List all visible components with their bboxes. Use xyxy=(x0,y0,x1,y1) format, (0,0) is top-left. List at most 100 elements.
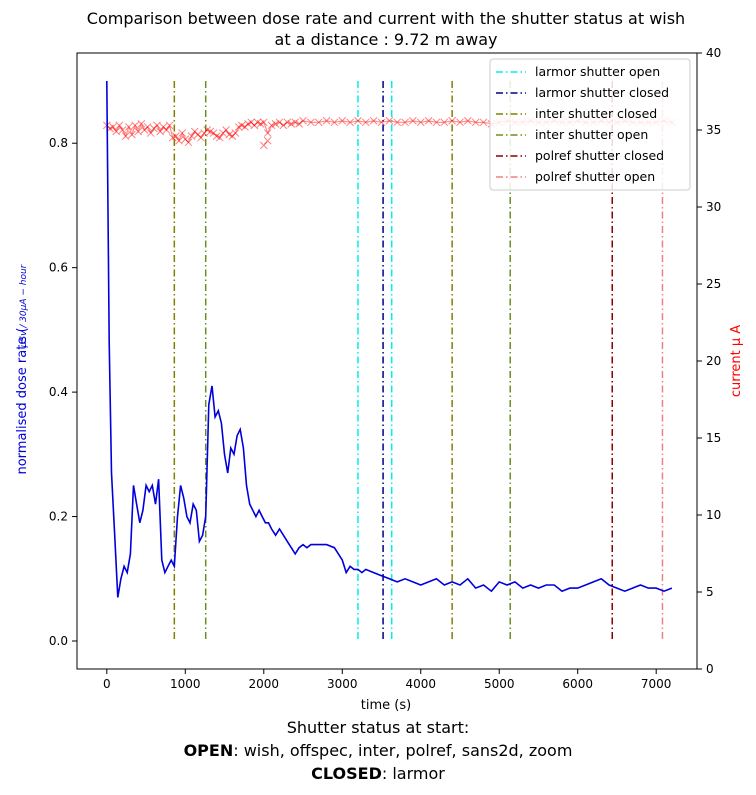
current-point-68 xyxy=(361,118,370,127)
ticks-layer: 0 1000 2000 3000 4000 5000 6000 7000 0.0 0.2 0.4 0.… xyxy=(49,46,721,691)
current-point-54 xyxy=(275,118,284,127)
current-point-81 xyxy=(463,116,472,125)
caption-open-label: OPEN xyxy=(183,741,234,760)
caption-open-list: : wish, offspec, inter, polref, sans2d, … xyxy=(233,741,573,760)
current-point-8 xyxy=(128,130,136,139)
current-point-71 xyxy=(385,116,394,125)
current-point-82 xyxy=(471,118,480,127)
current-point-36 xyxy=(215,133,224,142)
current-point-52 xyxy=(267,121,276,130)
x-tick-label-2000: 2000 xyxy=(249,677,280,691)
dose-series-line xyxy=(106,80,673,598)
current-point-69 xyxy=(369,116,378,125)
legend-label-0: larmor shutter open xyxy=(535,64,660,79)
current-point-10 xyxy=(134,127,143,136)
y-axis-right-label: current μ A xyxy=(729,325,744,397)
current-point-53 xyxy=(271,119,280,128)
current-point-66 xyxy=(346,118,354,127)
caption-open-line: OPEN: wish, offspec, inter, polref, sans… xyxy=(0,741,756,760)
y-axis-left-label: normalised dose rate ( μSv / 30μA − hour xyxy=(15,263,30,474)
current-point-38 xyxy=(222,126,230,134)
current-point-72 xyxy=(393,118,402,127)
current-point-22 xyxy=(172,132,180,141)
legend-label-2: inter shutter closed xyxy=(535,106,657,121)
current-point-70 xyxy=(377,118,386,127)
current-point-83 xyxy=(479,118,488,127)
y-right-tick-label-25: 25 xyxy=(706,277,721,291)
current-point-55 xyxy=(279,121,288,130)
current-point-109 xyxy=(263,136,272,145)
y-right-tick-label-0: 0 xyxy=(706,662,714,676)
chart-title-line2: at a distance : 9.72 m away xyxy=(275,30,498,49)
current-point-17 xyxy=(156,127,165,136)
y-left-tick-label-4: 0.8 xyxy=(49,136,68,150)
current-point-7 xyxy=(124,123,133,131)
current-point-59 xyxy=(295,119,303,128)
current-point-67 xyxy=(354,116,362,125)
legend: larmor shutter open larmor shutter closed… xyxy=(489,58,691,191)
y-axis-left-label-math: μSv / 30μA − hour xyxy=(19,263,29,348)
current-point-78 xyxy=(440,118,449,127)
x-tick-label-5000: 5000 xyxy=(484,677,515,691)
current-point-58 xyxy=(291,118,300,127)
current-point-6 xyxy=(121,132,130,141)
current-point-2 xyxy=(109,123,117,131)
current-point-24 xyxy=(178,129,187,137)
y-left-tick-label-3: 0.6 xyxy=(49,261,68,275)
current-point-65 xyxy=(338,116,347,125)
y-right-tick-label-5: 5 xyxy=(706,585,714,599)
current-point-41 xyxy=(231,129,240,137)
current-point-30 xyxy=(197,133,205,142)
caption-closed-line: CLOSED: larmor xyxy=(0,764,756,783)
current-point-56 xyxy=(283,118,292,127)
chart-title-line1: Comparison between dose rate and current… xyxy=(87,9,685,28)
current-point-79 xyxy=(448,116,456,125)
y-right-tick-label-30: 30 xyxy=(706,200,721,214)
current-point-50 xyxy=(259,118,268,127)
x-tick-label-0: 0 xyxy=(103,677,111,691)
caption-closed-label: CLOSED xyxy=(311,764,382,783)
x-axis-label: time (s) xyxy=(361,698,411,713)
current-point-14 xyxy=(146,129,155,137)
y-left-tick-label-0: 0.0 xyxy=(49,634,68,648)
y-axis-left-label-text: normalised dose rate ( xyxy=(15,327,30,474)
current-point-62 xyxy=(314,118,323,127)
x-tick-label-6000: 6000 xyxy=(562,677,593,691)
current-point-4 xyxy=(115,121,124,130)
y-right-tick-label-20: 20 xyxy=(706,354,721,368)
current-point-63 xyxy=(322,116,331,125)
plot-frame xyxy=(76,52,698,670)
current-point-19 xyxy=(162,126,171,134)
current-point-26 xyxy=(184,138,193,147)
current-point-77 xyxy=(432,118,441,127)
legend-label-4: polref shutter closed xyxy=(535,148,664,163)
current-point-75 xyxy=(416,118,425,127)
current-point-73 xyxy=(401,118,409,127)
y-left-tick-label-1: 0.2 xyxy=(49,510,68,524)
caption-closed-list: : larmor xyxy=(381,764,445,783)
legend-label-5: polref shutter open xyxy=(535,169,655,184)
current-point-9 xyxy=(131,121,139,130)
legend-box xyxy=(489,58,691,191)
x-tick-label-7000: 7000 xyxy=(641,677,672,691)
current-point-60 xyxy=(299,116,307,125)
current-point-16 xyxy=(153,121,161,130)
y-left-tick-label-2: 0.4 xyxy=(49,385,68,399)
x-tick-label-1000: 1000 xyxy=(170,677,201,691)
current-point-27 xyxy=(187,132,196,141)
x-tick-label-3000: 3000 xyxy=(327,677,358,691)
legend-label-1: larmor shutter closed xyxy=(535,85,669,100)
current-point-5 xyxy=(118,126,127,134)
current-point-76 xyxy=(424,116,433,125)
caption-line1: Shutter status at start: xyxy=(286,718,470,737)
y-right-tick-label-10: 10 xyxy=(706,508,721,522)
y-right-tick-label-40: 40 xyxy=(706,46,721,60)
current-point-57 xyxy=(287,119,296,128)
y-right-tick-label-15: 15 xyxy=(706,431,721,445)
current-point-11 xyxy=(137,119,146,128)
legend-label-3: inter shutter open xyxy=(535,127,648,142)
y-axis-right-label-text: current μ A xyxy=(729,325,744,397)
current-point-13 xyxy=(143,123,152,131)
current-point-23 xyxy=(175,136,183,145)
y-right-tick-label-35: 35 xyxy=(706,123,721,137)
